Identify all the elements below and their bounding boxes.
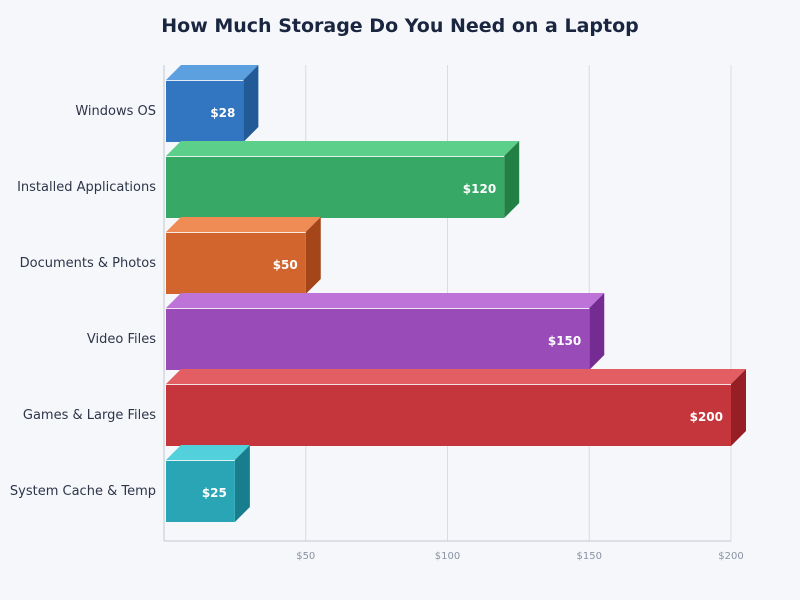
bar[interactable] bbox=[166, 460, 235, 522]
bar[interactable] bbox=[166, 80, 244, 142]
bar-value-label: $28 bbox=[210, 106, 235, 120]
bar-side-face bbox=[731, 369, 746, 446]
x-tick-label: $100 bbox=[435, 551, 460, 562]
bar-top-face bbox=[166, 217, 321, 232]
y-category-label: Windows OS bbox=[75, 104, 156, 119]
y-category-label: Documents & Photos bbox=[20, 256, 157, 271]
bar-side-face bbox=[234, 445, 250, 522]
bar-side-face bbox=[589, 293, 605, 370]
x-tick-label: $50 bbox=[296, 551, 315, 562]
bar[interactable] bbox=[166, 156, 505, 218]
bar-side-face bbox=[305, 217, 321, 294]
x-tick-label: $150 bbox=[577, 551, 602, 562]
y-category-label: Installed Applications bbox=[17, 180, 156, 195]
bar[interactable] bbox=[166, 232, 306, 294]
chart-title: How Much Storage Do You Need on a Laptop bbox=[161, 15, 639, 37]
bar-top-face bbox=[166, 369, 746, 384]
bar-side-face bbox=[504, 141, 520, 218]
bar-top-face bbox=[166, 65, 259, 80]
bar[interactable] bbox=[166, 384, 731, 446]
bar-top-face bbox=[166, 445, 250, 460]
bar-top-face bbox=[166, 293, 605, 308]
bar-value-label: $120 bbox=[463, 182, 496, 196]
bar-value-label: $200 bbox=[690, 410, 723, 424]
y-category-label: System Cache & Temp bbox=[10, 484, 156, 499]
bar-side-face bbox=[243, 65, 259, 142]
y-category-label: Games & Large Files bbox=[23, 408, 156, 423]
bar[interactable] bbox=[166, 308, 590, 370]
x-tick-label: $200 bbox=[718, 551, 743, 562]
bar-top-face bbox=[166, 141, 520, 156]
y-category-label: Video Files bbox=[87, 332, 156, 347]
bar-value-label: $50 bbox=[273, 258, 298, 272]
bar-value-label: $25 bbox=[202, 486, 227, 500]
bar-value-label: $150 bbox=[548, 334, 581, 348]
